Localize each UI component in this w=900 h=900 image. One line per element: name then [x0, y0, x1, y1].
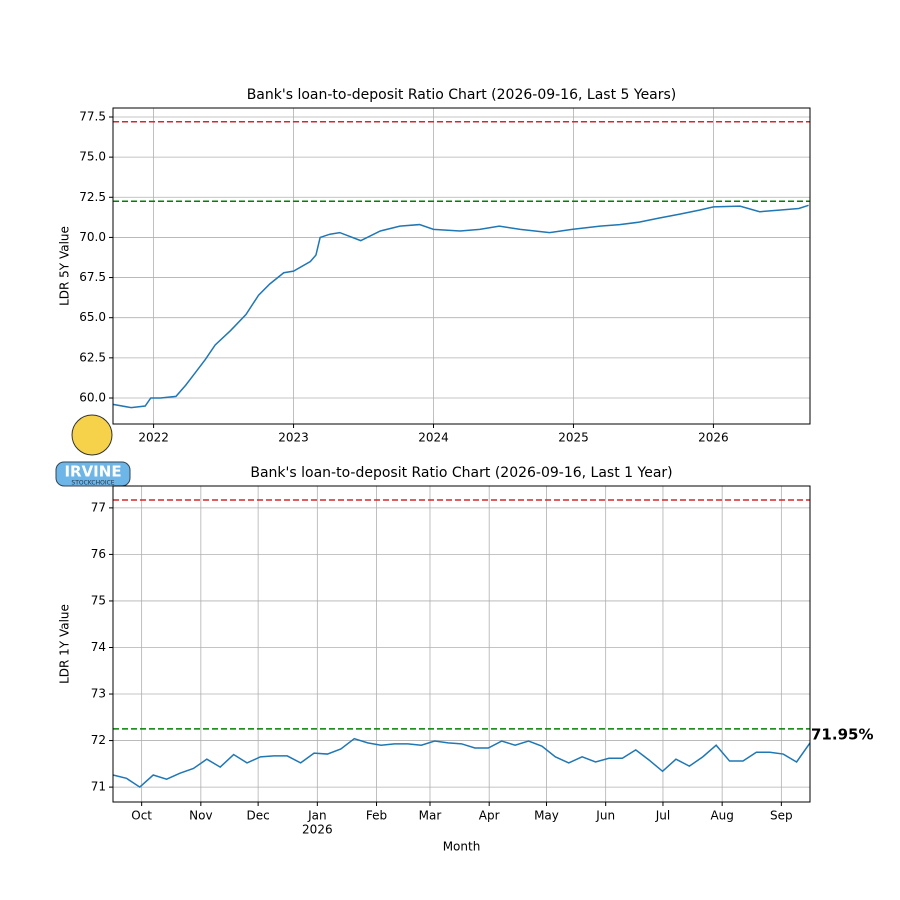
data-line	[112, 737, 811, 789]
x-tick-label: Dec	[247, 809, 270, 823]
x-tick-label: May	[534, 809, 559, 823]
y-tick-label: 72.5	[79, 190, 106, 204]
x-axis-label: Month	[443, 840, 481, 854]
logo-badge	[55, 461, 131, 487]
logo-text: IRVINE	[64, 463, 121, 481]
x-tick-label: Jan	[307, 809, 327, 823]
x-tick-label: Sep	[770, 809, 793, 823]
y-tick-label: 71	[91, 780, 106, 794]
y-axis-label: LDR 5Y Value	[58, 226, 72, 306]
y-tick-label: 72	[91, 733, 106, 747]
chart-title: Bank's loan-to-deposit Ratio Chart (2026…	[250, 465, 672, 481]
x-tick-label: 2025	[558, 431, 589, 445]
y-tick-label: 75.0	[79, 150, 106, 164]
y-tick-label: 65.0	[79, 310, 106, 324]
x-tick-label: Jul	[655, 809, 670, 823]
y-tick-label: 67.5	[79, 270, 106, 284]
x-tick-label: 2022	[138, 431, 169, 445]
y-tick-label: 74	[91, 640, 106, 654]
x-tick-label: Oct	[131, 809, 152, 823]
y-tick-label: 76	[91, 547, 106, 561]
x-tick-label: Feb	[366, 809, 387, 823]
y-tick-label: 75	[91, 593, 106, 607]
last-value-label: 71.95%	[811, 725, 873, 743]
x-tick-label: 2026	[698, 431, 729, 445]
y-tick-label: 77	[91, 500, 106, 514]
logo: IRVINE STOCKCHOICE	[55, 414, 131, 487]
x-tick-label: 2023	[278, 431, 309, 445]
x-tick-label: Aug	[710, 809, 733, 823]
x-tick-label: Apr	[479, 809, 500, 823]
x-tick-sublabel: 2026	[302, 823, 333, 837]
x-tick-label: Nov	[189, 809, 212, 823]
x-tick-label: Mar	[419, 809, 442, 823]
data-line	[112, 204, 809, 409]
logo-face	[71, 414, 113, 456]
chart-title: Bank's loan-to-deposit Ratio Chart (2026…	[247, 87, 677, 103]
y-tick-label: 70.0	[79, 230, 106, 244]
y-tick-label: 77.5	[79, 109, 106, 123]
plot-frame	[112, 107, 811, 425]
logo-subtext: STOCKCHOICE	[71, 480, 114, 487]
y-tick-label: 62.5	[79, 350, 106, 364]
x-tick-label: Jun	[595, 809, 615, 823]
plot-frame	[112, 485, 811, 803]
x-tick-label: 2024	[418, 431, 449, 445]
y-tick-label: 60.0	[79, 390, 106, 404]
y-tick-label: 73	[91, 687, 106, 701]
y-axis-label: LDR 1Y Value	[58, 604, 72, 684]
